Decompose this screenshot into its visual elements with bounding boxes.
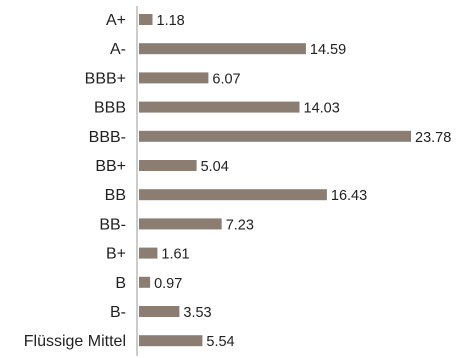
value-label-1: 14.59 (310, 42, 346, 58)
bar-11 (139, 335, 203, 347)
bar-1 (139, 43, 306, 55)
bar-9 (139, 276, 151, 288)
category-label-10: B- (110, 304, 126, 321)
bar-0 (139, 14, 153, 25)
category-label-4: BBB- (89, 129, 126, 146)
category-label-7: BB- (99, 216, 126, 233)
value-label-7: 7.23 (226, 217, 254, 233)
value-label-5: 5.04 (201, 159, 229, 175)
category-label-0: A+ (106, 12, 126, 29)
bar-7 (139, 218, 222, 230)
category-label-5: BB+ (95, 158, 126, 175)
value-label-3: 14.03 (304, 101, 340, 117)
value-label-4: 23.78 (415, 130, 451, 146)
value-label-6: 16.43 (331, 188, 367, 204)
bar-6 (139, 189, 327, 201)
bars-group (139, 14, 411, 347)
category-label-8: B+ (106, 246, 126, 263)
value-labels: 1.18 14.59 6.07 14.03 23.78 5.04 16.43 7.23 1.61… (154, 13, 451, 350)
bar-3 (139, 101, 300, 113)
bar-2 (139, 72, 209, 84)
bar-8 (139, 247, 158, 259)
value-label-2: 6.07 (212, 71, 240, 87)
category-label-3: BBB (94, 100, 126, 117)
value-label-9: 0.97 (154, 276, 182, 292)
category-label-11: Flüssige Mittel (24, 333, 126, 350)
bar-4 (139, 130, 411, 142)
bar-5 (139, 160, 197, 171)
value-label-10: 3.53 (183, 305, 211, 321)
value-label-0: 1.18 (157, 13, 185, 29)
category-label-6: BB (105, 187, 126, 204)
value-label-8: 1.61 (161, 247, 189, 263)
category-label-9: B (115, 275, 126, 292)
category-label-1: A- (110, 41, 126, 58)
value-label-11: 5.54 (206, 334, 234, 350)
bar-10 (139, 306, 180, 317)
category-label-2: BBB+ (85, 70, 126, 87)
